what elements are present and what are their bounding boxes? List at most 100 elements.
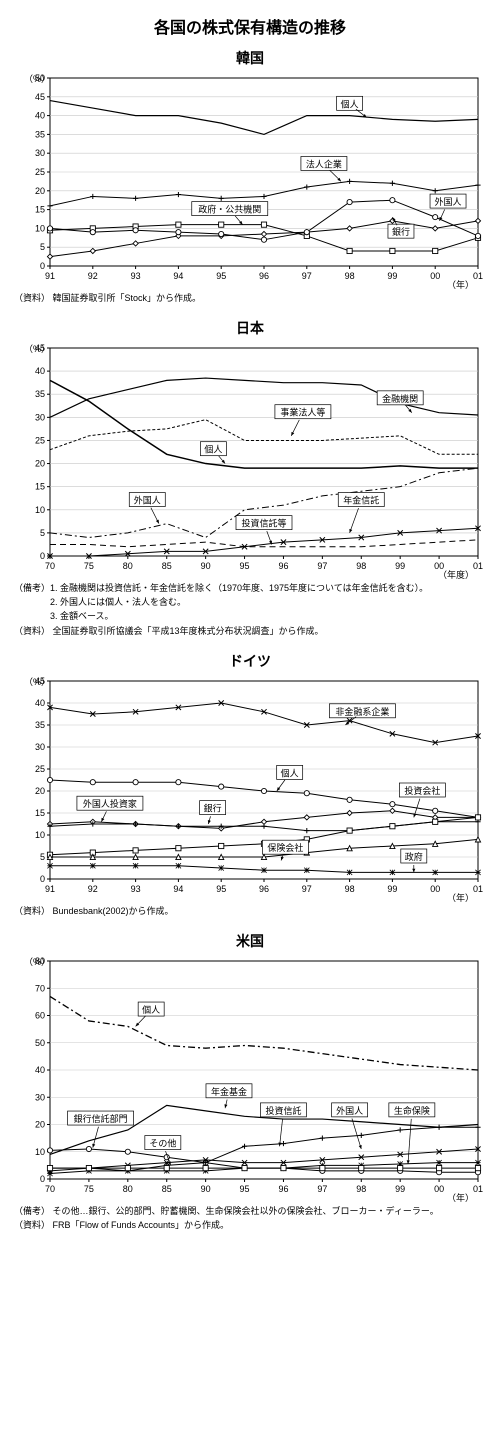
svg-text:5: 5 [40, 852, 45, 862]
svg-text:94: 94 [173, 884, 183, 894]
svg-text:98: 98 [345, 884, 355, 894]
subtitle-germany: ドイツ [6, 651, 494, 671]
chart-germany: 0510152025303540459192939495969798990001… [6, 673, 494, 903]
svg-text:投資信託: 投資信託 [265, 1105, 301, 1116]
svg-text:15: 15 [35, 205, 45, 215]
svg-text:97: 97 [317, 561, 327, 571]
svg-text:85: 85 [162, 1184, 172, 1194]
svg-text:（%）: （%） [24, 74, 50, 84]
svg-text:事業法人等: 事業法人等 [280, 407, 325, 418]
svg-text:35: 35 [35, 389, 45, 399]
svg-text:20: 20 [35, 786, 45, 796]
svg-text:個人: 個人 [142, 1004, 160, 1015]
svg-text:99: 99 [395, 1184, 405, 1194]
svg-text:93: 93 [131, 271, 141, 281]
svg-text:政府・公共機関: 政府・公共機関 [198, 204, 261, 215]
svg-text:92: 92 [88, 884, 98, 894]
svg-text:01: 01 [473, 561, 483, 571]
svg-text:銀行: 銀行 [392, 226, 410, 237]
svg-text:90: 90 [201, 1184, 211, 1194]
svg-text:25: 25 [35, 436, 45, 446]
svg-text:10: 10 [35, 1147, 45, 1157]
main-title: 各国の株式保有構造の推移 [6, 14, 494, 38]
svg-text:45: 45 [35, 92, 45, 102]
svg-text:80: 80 [123, 1184, 133, 1194]
svg-text:0: 0 [40, 261, 45, 271]
svg-text:70: 70 [45, 1184, 55, 1194]
svg-text:40: 40 [35, 1065, 45, 1075]
svg-text:95: 95 [216, 271, 226, 281]
svg-text:40: 40 [35, 698, 45, 708]
svg-text:91: 91 [45, 271, 55, 281]
svg-text:（年）: （年） [447, 1192, 474, 1203]
svg-text:銀行信託部門: 銀行信託部門 [74, 1113, 128, 1124]
svg-text:外国人投資家: 外国人投資家 [83, 798, 137, 809]
svg-text:40: 40 [35, 366, 45, 376]
svg-text:98: 98 [356, 1184, 366, 1194]
svg-text:個人: 個人 [341, 98, 359, 109]
svg-text:00: 00 [430, 884, 440, 894]
svg-text:30: 30 [35, 1092, 45, 1102]
svg-text:0: 0 [40, 1174, 45, 1184]
svg-text:25: 25 [35, 764, 45, 774]
subtitle-japan: 日本 [6, 318, 494, 338]
svg-text:97: 97 [302, 884, 312, 894]
svg-text:99: 99 [395, 561, 405, 571]
svg-text:外国人: 外国人 [336, 1105, 363, 1116]
svg-text:75: 75 [84, 561, 94, 571]
svg-text:96: 96 [259, 884, 269, 894]
svg-text:30: 30 [35, 148, 45, 158]
source-germany: （資料） Bundesbank(2002)から作成。 [14, 905, 494, 917]
svg-text:75: 75 [84, 1184, 94, 1194]
svg-text:年金基金: 年金基金 [211, 1086, 247, 1097]
svg-text:95: 95 [240, 1184, 250, 1194]
svg-text:外国人: 外国人 [134, 495, 161, 506]
svg-text:銀行: 銀行 [204, 802, 222, 813]
svg-text:98: 98 [356, 561, 366, 571]
svg-text:35: 35 [35, 129, 45, 139]
svg-text:（年度）: （年度） [438, 569, 474, 580]
svg-text:20: 20 [35, 1119, 45, 1129]
svg-text:96: 96 [278, 1184, 288, 1194]
source-korea: （資料） 韓国証券取引所「Stock」から作成。 [14, 292, 494, 304]
svg-text:保険会社: 保険会社 [267, 842, 303, 853]
source-usa: （資料） FRB「Flow of Funds Accounts」から作成。 [14, 1219, 494, 1231]
subtitle-usa: 米国 [6, 931, 494, 951]
svg-text:93: 93 [131, 884, 141, 894]
note-japan: （備考）1. 金融機関は投資信託・年金信託を除く（1970年度、1975年度につ… [14, 582, 494, 594]
note-usa: （備考） その他…銀行、公的部門、貯蓄機関、生命保険会社以外の保険会社、ブローカ… [14, 1205, 494, 1217]
svg-text:その他: その他 [149, 1137, 176, 1148]
svg-text:（%）: （%） [24, 677, 50, 687]
svg-text:96: 96 [259, 271, 269, 281]
svg-text:投資信託等: 投資信託等 [241, 518, 286, 529]
svg-text:投資会社: 投資会社 [404, 785, 440, 796]
svg-text:非金融系企業: 非金融系企業 [335, 706, 389, 717]
svg-text:10: 10 [35, 505, 45, 515]
svg-text:10: 10 [35, 830, 45, 840]
svg-text:90: 90 [201, 561, 211, 571]
chart-japan: 0510152025303540457075808590959697989900… [6, 340, 494, 580]
svg-text:98: 98 [345, 271, 355, 281]
svg-text:15: 15 [35, 482, 45, 492]
svg-text:70: 70 [35, 983, 45, 993]
svg-text:96: 96 [278, 561, 288, 571]
svg-text:00: 00 [430, 271, 440, 281]
svg-text:20: 20 [35, 459, 45, 469]
svg-text:01: 01 [473, 271, 483, 281]
svg-text:99: 99 [387, 271, 397, 281]
svg-text:85: 85 [162, 561, 172, 571]
svg-text:01: 01 [473, 884, 483, 894]
svg-text:5: 5 [40, 242, 45, 252]
svg-text:（年）: （年） [447, 279, 474, 290]
note-japan: 2. 外国人には個人・法人を含む。 [14, 596, 494, 608]
chart-korea: 0510152025303540455091929394959697989900… [6, 70, 494, 290]
svg-text:97: 97 [302, 271, 312, 281]
svg-text:01: 01 [473, 1184, 483, 1194]
svg-text:個人: 個人 [204, 444, 222, 455]
svg-text:25: 25 [35, 167, 45, 177]
svg-text:20: 20 [35, 186, 45, 196]
note-japan: 3. 金額ベース。 [14, 610, 494, 622]
svg-text:80: 80 [123, 561, 133, 571]
svg-text:金融機関: 金融機関 [382, 393, 418, 404]
svg-text:30: 30 [35, 742, 45, 752]
